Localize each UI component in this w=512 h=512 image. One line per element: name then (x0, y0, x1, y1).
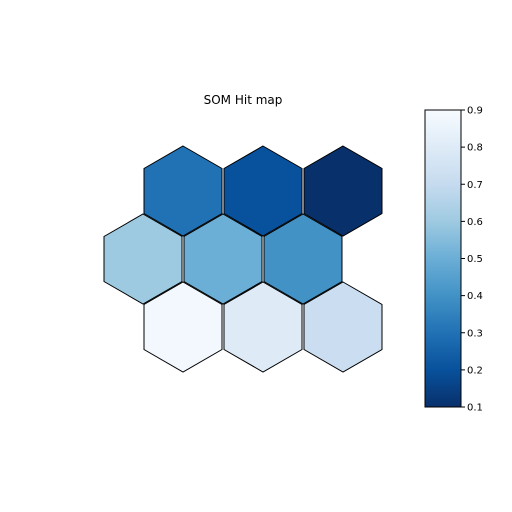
hex-cell-r0-c2 (303, 281, 383, 373)
colorbar-tick-label: 0.1 (467, 403, 483, 414)
colorbar: 0.1 0.2 0.3 0.4 0.5 0.6 0.7 0.8 0.9 (424, 106, 483, 414)
hex-cell-r2-c0 (143, 145, 223, 237)
chart-title: SOM Hit map (204, 93, 283, 107)
hex-cell-r0-c0 (143, 281, 223, 373)
hex-grid (103, 145, 383, 373)
colorbar-tick-label: 0.7 (467, 180, 483, 191)
hex-cell-r2-c2 (303, 145, 383, 237)
hex-cell-r2-c1 (223, 145, 303, 237)
colorbar-tick-label: 0.6 (467, 217, 483, 228)
colorbar-tick-label: 0.3 (467, 328, 483, 339)
hex-cell-r1-c0 (103, 213, 183, 305)
colorbar-tick-label: 0.2 (467, 365, 483, 376)
colorbar-tick-label: 0.4 (467, 291, 483, 302)
colorbar-gradient (424, 109, 462, 408)
hex-cell-r1-c2 (263, 213, 343, 305)
hex-cell-r1-c1 (183, 213, 263, 305)
hex-cell-r0-c1 (223, 281, 303, 373)
colorbar-tick-label: 0.5 (467, 254, 483, 265)
colorbar-tick-label: 0.8 (467, 143, 483, 154)
colorbar-tick-label: 0.9 (467, 106, 483, 117)
